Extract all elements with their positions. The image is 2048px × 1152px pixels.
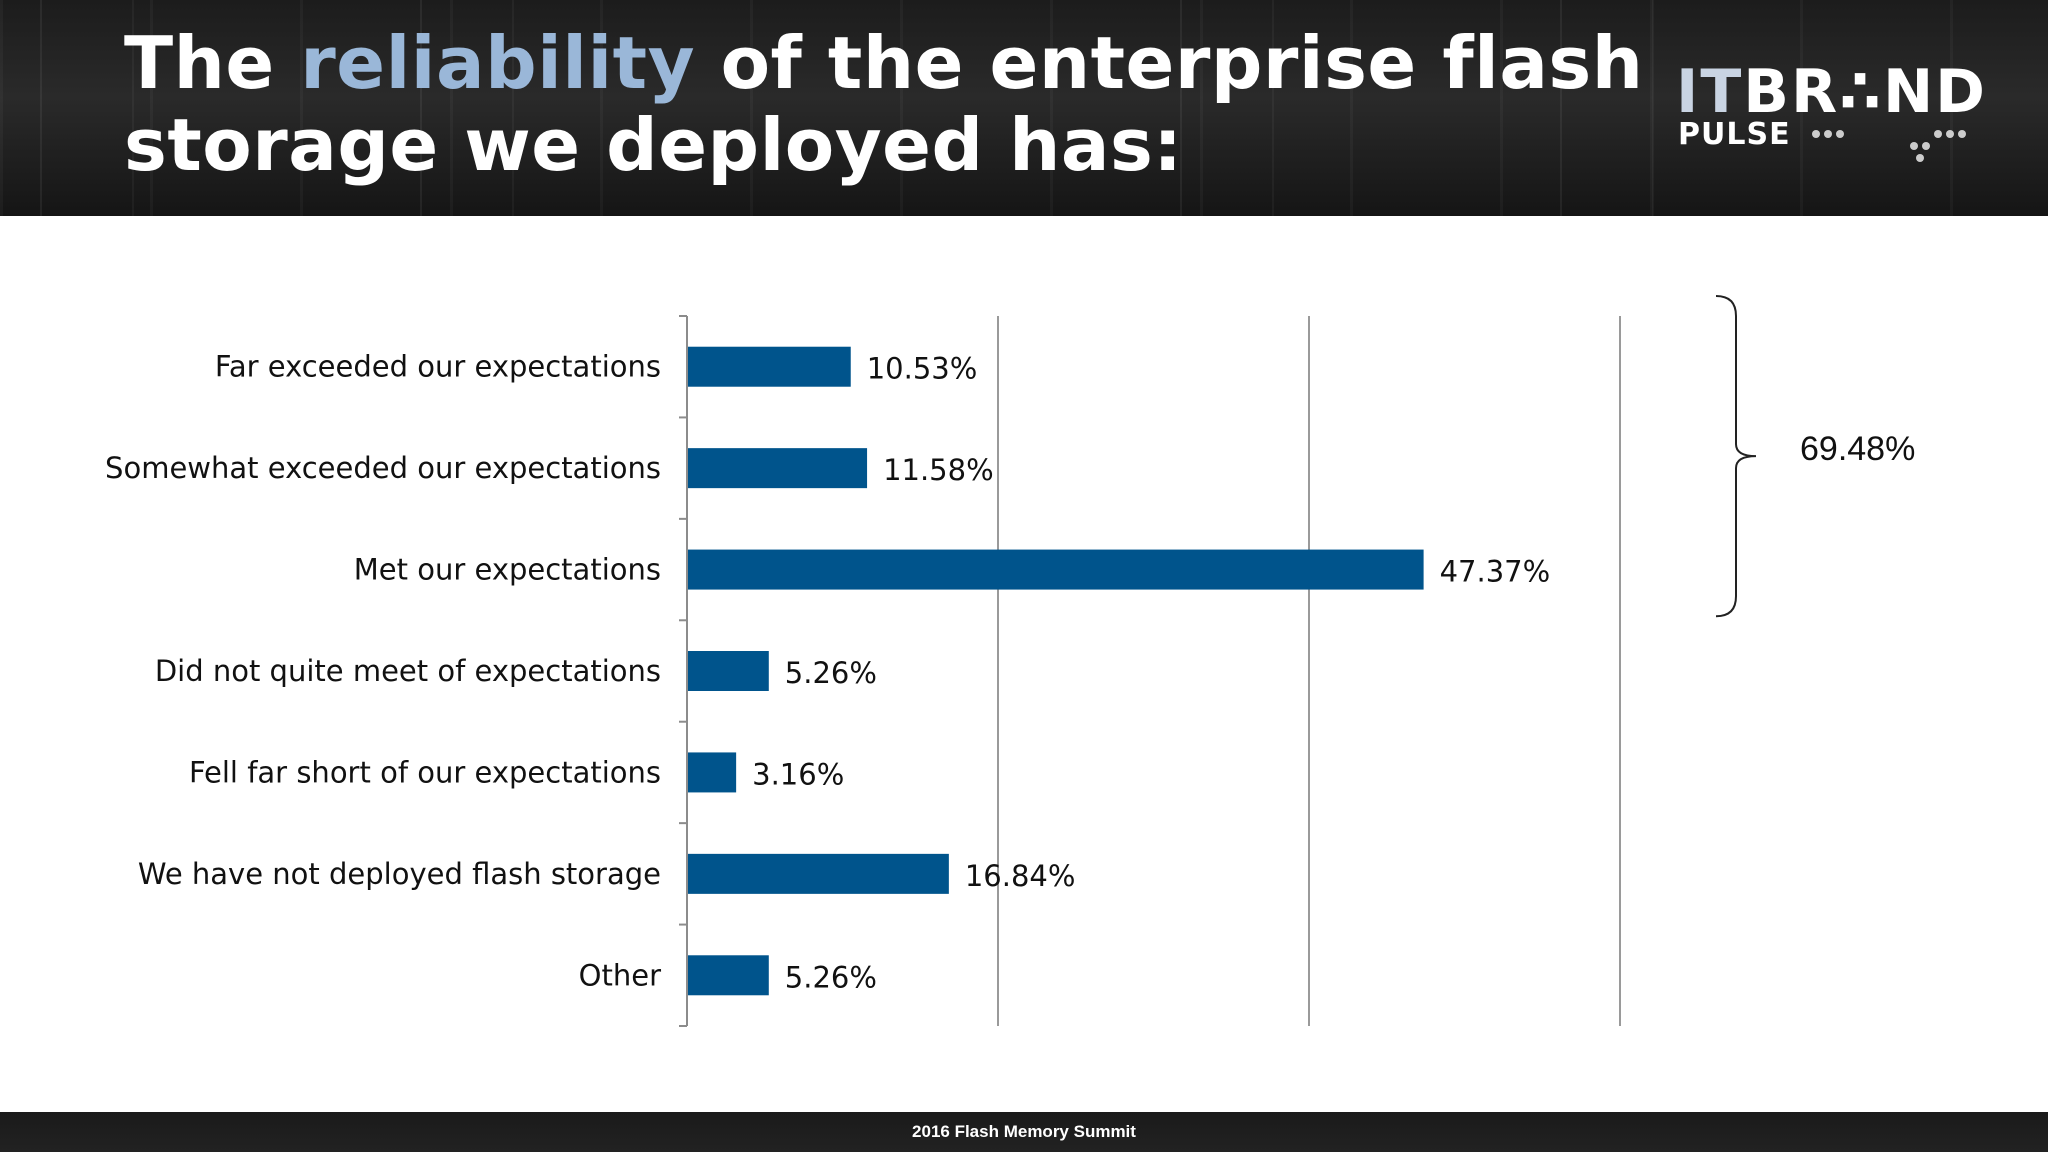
gridlines [997, 316, 1621, 1026]
bracket-total-label: 69.48% [1800, 430, 1916, 468]
logo-wordmark: ITBR∴ND [1676, 62, 1987, 122]
bar [688, 346, 851, 387]
slide-header: The reliability of the enterprise flash s… [0, 0, 2048, 216]
bar [688, 549, 1424, 590]
it-brand-pulse-logo: ITBR∴ND PULSE [1676, 62, 2016, 172]
data-label: 47.37% [1440, 555, 1551, 589]
category-label: Fell far short of our expectations [189, 755, 661, 789]
slide-footer: 2016 Flash Memory Summit [0, 1112, 2048, 1152]
bars [688, 346, 1424, 996]
data-label: 10.53% [867, 352, 978, 386]
footer-text: 2016 Flash Memory Summit [912, 1122, 1136, 1141]
logo-dots-icon [1812, 130, 1966, 162]
logo-brand-text: BR∴ND [1743, 57, 1987, 127]
category-label: Did not quite meet of expectations [155, 654, 661, 688]
category-label: Other [579, 958, 661, 992]
data-label: 5.26% [785, 656, 877, 690]
title-accent-word: reliability [300, 21, 695, 105]
bar [688, 752, 737, 793]
data-label: 11.58% [883, 453, 994, 487]
bar-chart: Far exceeded our expectations 10.53% Somew… [105, 295, 1757, 1027]
data-label: 3.16% [752, 757, 844, 791]
data-label: 5.26% [785, 960, 877, 994]
server-rack-bg [1180, 0, 1274, 216]
title-text-line2: storage we deployed has: [124, 103, 1183, 187]
slide-title: The reliability of the enterprise flash s… [124, 22, 1644, 186]
labels: Far exceeded our expectations 10.53% Somew… [105, 350, 1550, 995]
logo-it-text: IT [1676, 57, 1744, 127]
title-text: The [124, 21, 301, 105]
bar [688, 955, 769, 996]
summary-bracket [1715, 295, 1757, 618]
title-text: of the enterprise flash [695, 21, 1644, 105]
category-label: Met our expectations [354, 553, 661, 587]
bar [688, 448, 868, 489]
category-label: We have not deployed flash storage [138, 857, 661, 891]
category-label: Far exceeded our expectations [215, 350, 661, 384]
server-rack-bg [420, 0, 514, 216]
data-label: 16.84% [965, 859, 1076, 893]
server-rack-bg [1560, 0, 1654, 216]
bar [688, 853, 949, 894]
category-label: Somewhat exceeded our expectations [105, 451, 661, 485]
category-axis [679, 315, 688, 1027]
logo-pulse-text: PULSE [1678, 117, 1791, 152]
bar [688, 651, 769, 691]
server-rack-bg [40, 0, 134, 216]
